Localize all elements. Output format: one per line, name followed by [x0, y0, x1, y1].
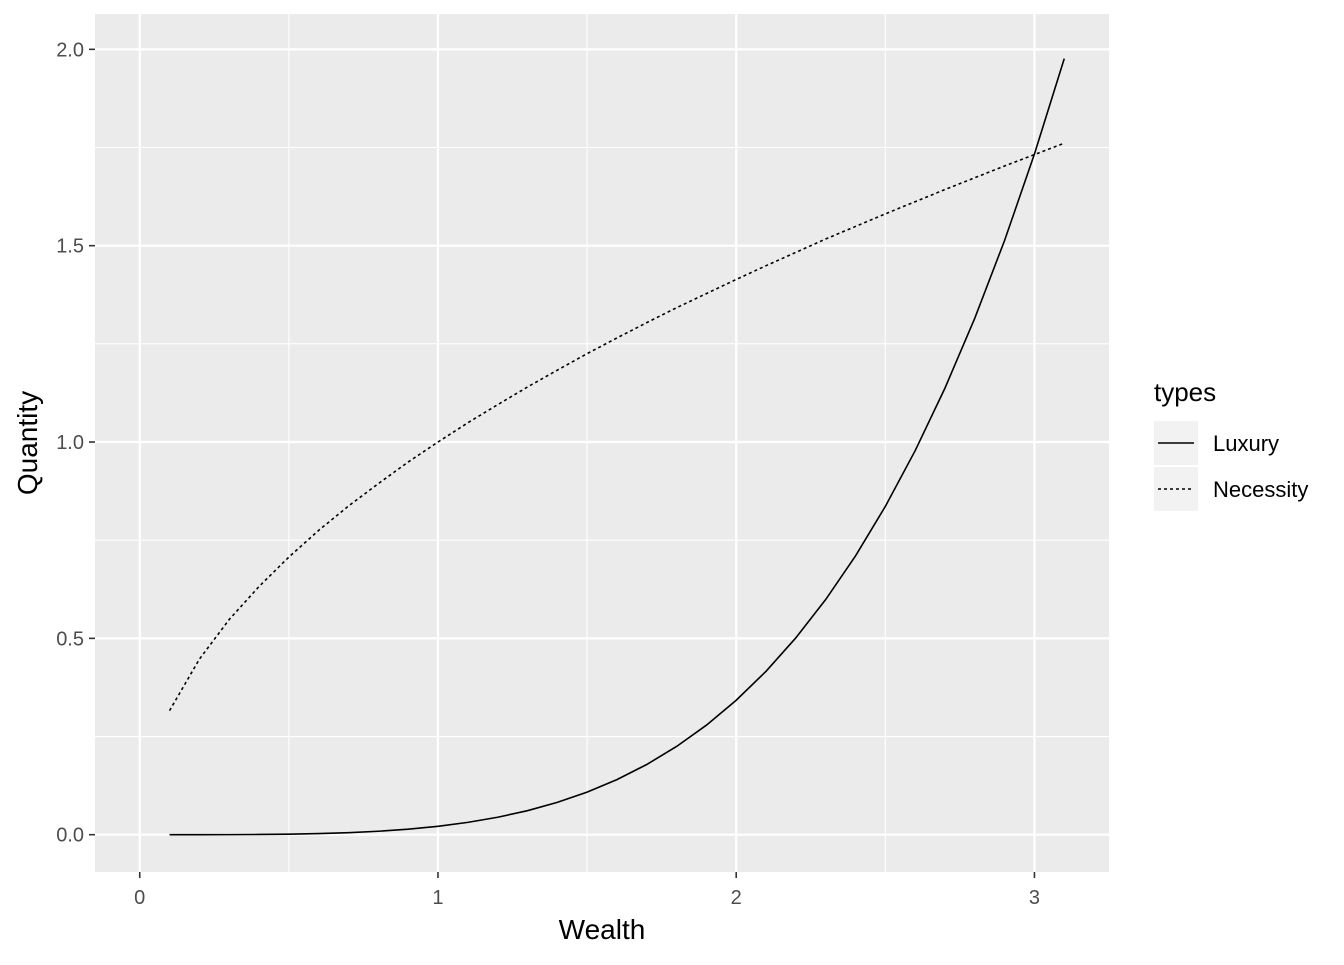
x-axis-label: Wealth: [559, 914, 646, 945]
series-line-luxury: [169, 58, 1066, 836]
x-tick-label: 1: [432, 887, 443, 909]
legend-label-necessity: Necessity: [1213, 477, 1308, 502]
legend: types Luxury Necessity: [1154, 377, 1308, 511]
series-layer: [168, 58, 1066, 836]
major-gridlines: [95, 14, 1109, 872]
y-tick-label: 0.5: [56, 628, 84, 650]
x-tick-label: 0: [134, 887, 145, 909]
legend-label-luxury: Luxury: [1213, 431, 1279, 456]
y-axis-label: Quantity: [12, 391, 43, 495]
y-tick-label: 1.0: [56, 432, 84, 454]
y-tick-label: 2.0: [56, 39, 84, 61]
legend-item-luxury: Luxury: [1154, 421, 1279, 465]
legend-item-necessity: Necessity: [1154, 467, 1308, 511]
x-tick-label: 3: [1029, 887, 1040, 909]
legend-title: types: [1154, 377, 1216, 407]
y-tick-label: 0.0: [56, 825, 84, 847]
axes: 0 1 2 3 0.0 0.5 1.0 1.5 2.0: [56, 39, 1040, 909]
y-tick-label: 1.5: [56, 236, 84, 258]
series-line-necessity: [168, 142, 1065, 712]
x-tick-label: 2: [731, 887, 742, 909]
